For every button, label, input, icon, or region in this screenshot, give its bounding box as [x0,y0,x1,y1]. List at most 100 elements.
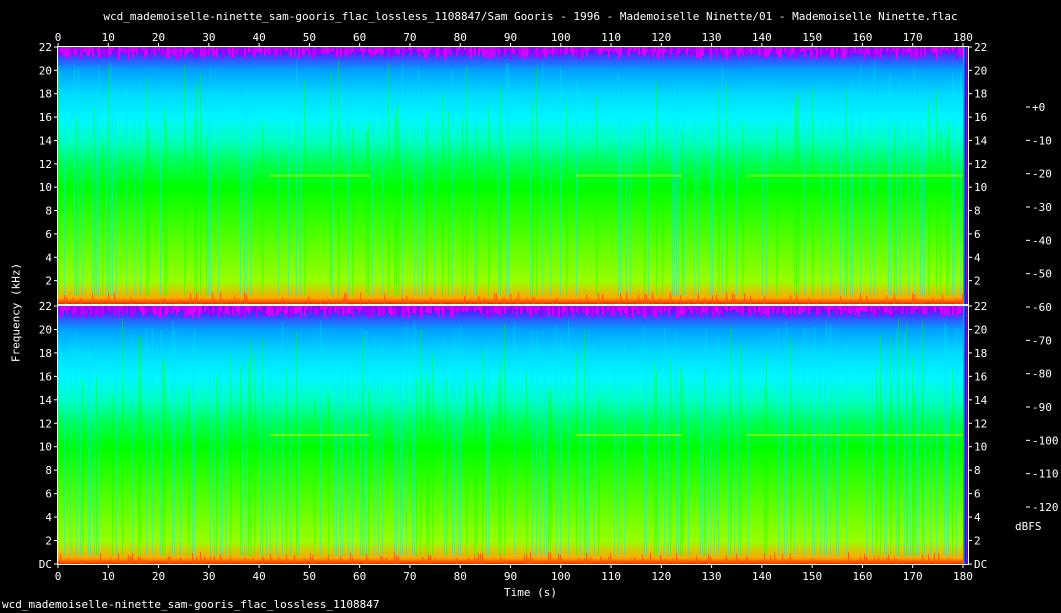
x-tick-label-bottom: 140 [752,570,772,583]
y-tick-label-right: 14 [974,394,988,407]
y-tick-label-right: 20 [974,64,987,77]
y-tick-label-left: 20 [39,323,52,336]
y-tick-label-left: 4 [45,511,52,524]
x-tick-label-bottom: 70 [403,570,416,583]
y-tick-label-right: 12 [974,158,987,171]
channel-1-fadeout [962,47,968,304]
x-tick-label-top: 50 [303,31,316,44]
y-tick-label-right: 6 [974,228,981,241]
y-tick-label-left: 18 [39,347,52,360]
chart-title: wcd_mademoiselle-ninette_sam-gooris_flac… [103,10,958,23]
y-tick-label-right: 12 [974,417,987,430]
colorbar-tick-label: -50 [1032,268,1052,281]
y-tick-label-right: 2 [974,275,981,288]
y-tick-label-left: 8 [45,205,52,218]
y-tick-label-right: 18 [974,88,987,101]
y-tick-label-right: 10 [974,441,987,454]
x-tick-label-top: 170 [903,31,923,44]
y-tick-label-right: 2 [974,535,981,548]
y-tick-label-right: 16 [974,111,987,124]
y-tick-label-right: 6 [974,488,981,501]
x-tick-label-bottom: 160 [852,570,872,583]
y-tick-label-right: 20 [974,323,987,336]
x-tick-label-top: 180 [953,31,973,44]
x-tick-label-top: 90 [504,31,517,44]
y-axis-label: Frequency (kHz) [9,262,23,363]
y-tick-label-right: 18 [974,347,987,360]
y-tick-label-left: 12 [39,417,52,430]
y-tick-label-left: 12 [39,158,52,171]
channel-2-fadeout [962,306,968,564]
colorbar-tick-label: -20 [1032,168,1052,181]
x-tick-label-top: 10 [102,31,115,44]
x-tick-label-top: 70 [403,31,416,44]
y-tick-label-left: 2 [45,535,52,548]
colorbar-tick-label: -60 [1032,301,1052,314]
y-tick-label-left: 4 [45,251,52,264]
colorbar-tick-label: -80 [1032,368,1052,381]
y-tick-label-left: 10 [39,441,52,454]
x-tick-label-top: 100 [551,31,571,44]
x-tick-label-bottom: 110 [601,570,621,583]
x-tick-label-bottom: 90 [504,570,517,583]
colorbar [1012,107,1026,507]
x-tick-label-bottom: 150 [802,570,822,583]
x-tick-label-top: 80 [454,31,467,44]
colorbar-tick-label: -10 [1032,134,1052,147]
y-tick-label-left: 14 [39,394,53,407]
y-tick-label-right: 10 [974,181,987,194]
colorbar-tick-label: +0 [1032,101,1045,114]
colorbar-tick-label: -70 [1032,334,1052,347]
x-tick-label-bottom: 30 [202,570,215,583]
x-tick-label-bottom: 180 [953,570,973,583]
y-tick-label-right: 8 [974,464,981,477]
y-tick-label-left: 2 [45,275,52,288]
footer-filename: wcd_mademoiselle-ninette_sam-gooris_flac… [2,598,380,611]
colorbar-tick-label: -40 [1032,234,1052,247]
y-tick-label-right: 14 [974,134,988,147]
x-tick-label-top: 110 [601,31,621,44]
x-axis-label: Time (s) [504,586,557,599]
y-tick-label-right: 8 [974,205,981,218]
y-tick-label-left: 6 [45,228,52,241]
x-tick-label-top: 150 [802,31,822,44]
y-tick-label-left: 14 [39,134,53,147]
x-tick-label-bottom: 50 [303,570,316,583]
x-tick-label-top: 40 [252,31,265,44]
y-tick-label-left: 8 [45,464,52,477]
colorbar-tick-label: -120 [1032,501,1059,514]
colorbar-tick-label: -30 [1032,201,1052,214]
x-tick-label-top: 130 [702,31,722,44]
y-tick-label-right: 4 [974,251,981,264]
x-tick-label-top: 160 [852,31,872,44]
x-tick-label-bottom: 100 [551,570,571,583]
x-tick-label-bottom: 130 [702,570,722,583]
y-tick-label-left: 22 [39,41,52,54]
x-tick-label-bottom: 0 [55,570,62,583]
x-tick-label-top: 60 [353,31,366,44]
y-tick-label-left: DC [39,558,52,571]
y-tick-label-left: 18 [39,88,52,101]
y-tick-label-left: 16 [39,370,52,383]
y-tick-label-left: 16 [39,111,52,124]
x-tick-label-bottom: 20 [152,570,165,583]
y-tick-label-left: 10 [39,181,52,194]
x-tick-label-top: 20 [152,31,165,44]
colorbar-unit-label: dBFS [1015,520,1042,533]
x-tick-label-top: 140 [752,31,772,44]
colorbar-tick-label: -90 [1032,401,1052,414]
y-tick-label-right: 4 [974,511,981,524]
x-tick-label-bottom: 10 [102,570,115,583]
x-tick-label-bottom: 80 [454,570,467,583]
y-tick-label-right: 22 [974,300,987,313]
x-tick-label-top: 120 [651,31,671,44]
y-tick-label-left: 6 [45,488,52,501]
x-tick-label-bottom: 40 [252,570,265,583]
colorbar-tick-label: -100 [1032,434,1059,447]
x-tick-label-bottom: 120 [651,570,671,583]
x-tick-label-top: 30 [202,31,215,44]
x-tick-label-bottom: 170 [903,570,923,583]
